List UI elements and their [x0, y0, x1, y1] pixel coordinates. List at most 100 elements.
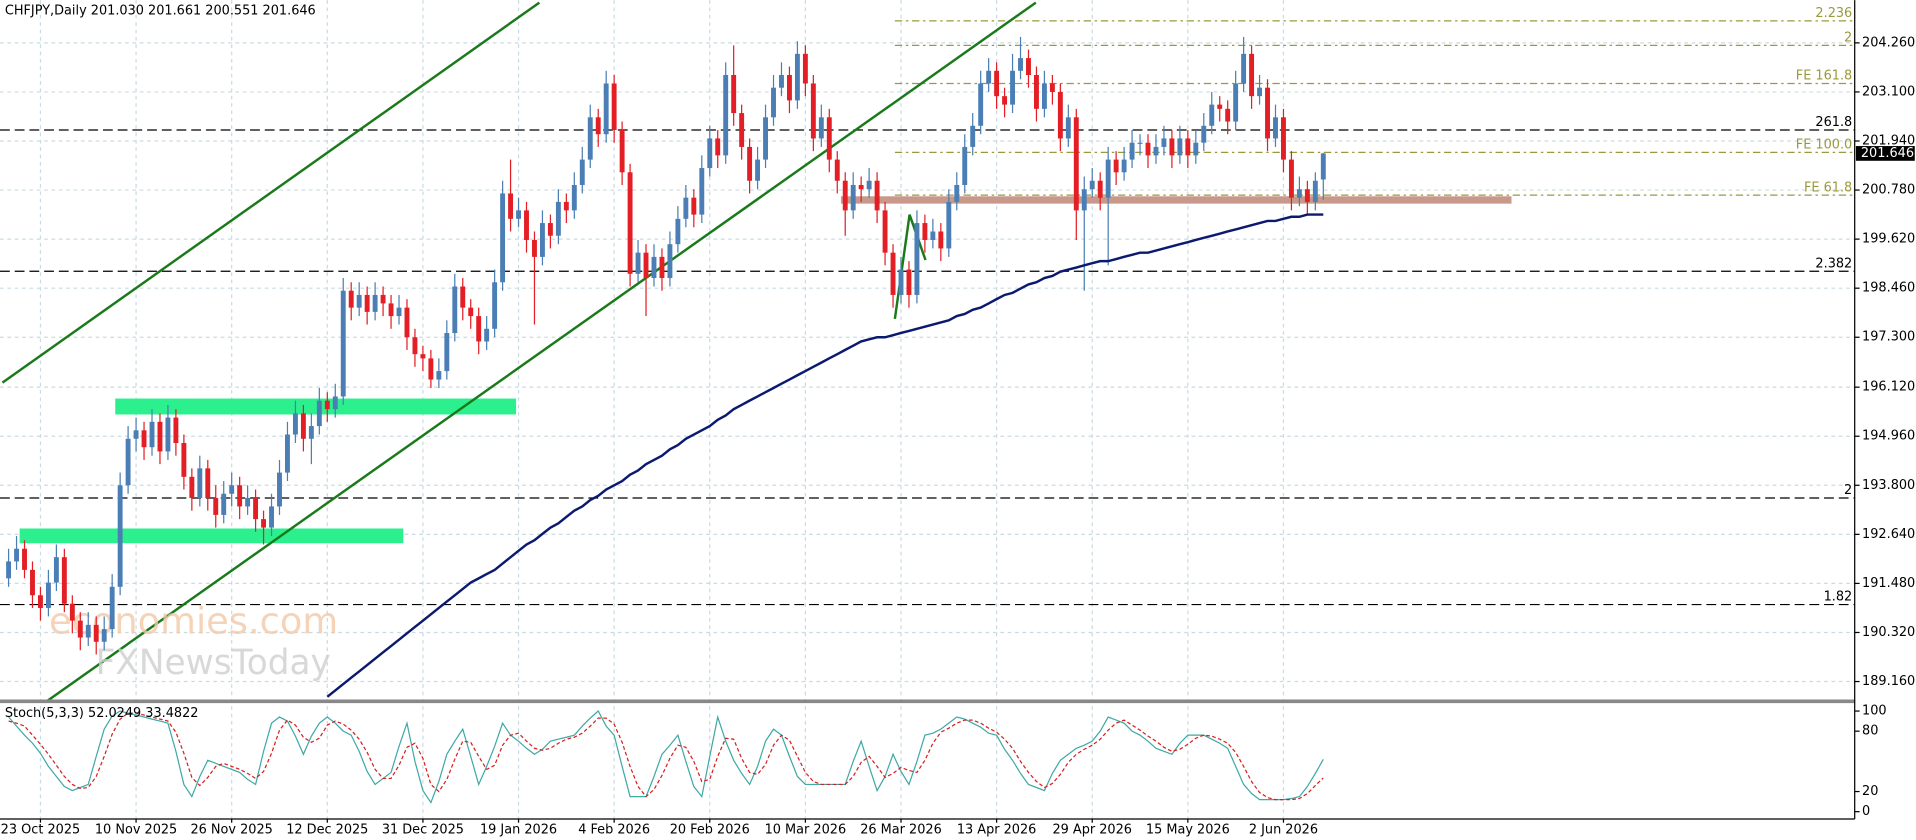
x-tick-label: 26 Mar 2026: [860, 823, 942, 838]
x-tick-label: 4 Feb 2026: [578, 823, 650, 838]
candle-body: [595, 117, 601, 135]
candle-body: [165, 417, 171, 452]
candle-body: [571, 184, 577, 211]
level-label: 2.236: [1815, 6, 1852, 21]
candle-body: [348, 290, 354, 308]
y-tick-label: 198.460: [1862, 281, 1915, 296]
candle-body: [986, 70, 992, 84]
y-tick-label: 196.120: [1862, 380, 1915, 395]
candle-body: [898, 269, 904, 295]
candle-body: [715, 138, 721, 156]
candle-body: [779, 75, 784, 88]
resistance-zone: [840, 196, 1512, 204]
candle-body: [1041, 83, 1047, 109]
candle-body: [332, 396, 338, 410]
candle-body: [1026, 58, 1031, 76]
candle-body: [77, 620, 83, 638]
support-zone: [19, 528, 404, 544]
candle-body: [1249, 53, 1255, 97]
candle-body: [141, 430, 147, 448]
candle-body: [1121, 159, 1127, 173]
candle-body: [954, 184, 960, 202]
candle-body: [818, 117, 824, 139]
x-tick-label: 20 Feb 2026: [670, 823, 750, 838]
candle-body: [452, 286, 458, 334]
candle-body: [699, 168, 705, 215]
candle-body: [468, 307, 474, 317]
candle-body: [723, 75, 729, 156]
candle-body: [755, 159, 761, 181]
candle-body: [6, 561, 12, 579]
candle-body: [93, 624, 99, 642]
level-label: 2.382: [1815, 256, 1852, 271]
candle-body: [683, 197, 689, 219]
candle-body: [539, 223, 545, 257]
candle-body: [882, 210, 888, 253]
y-tick-label: 80: [1862, 724, 1878, 739]
candle-body: [747, 146, 753, 181]
candle-body: [635, 252, 641, 274]
x-tick-label: 26 Nov 2025: [190, 823, 272, 838]
candle-body: [739, 113, 745, 147]
candle-body: [643, 252, 649, 279]
y-tick-label: 191.480: [1862, 576, 1915, 591]
stochastic-line: [8, 710, 1324, 804]
candle-body: [1153, 146, 1159, 156]
candle-body: [1145, 142, 1151, 156]
candle-body: [14, 548, 20, 562]
candle-body: [1177, 138, 1183, 156]
candle-body: [237, 485, 243, 507]
candle-body: [476, 316, 482, 342]
y-tick-label: 20: [1862, 784, 1878, 799]
candle-body: [826, 117, 832, 160]
moving-average: [326, 213, 1324, 698]
candle-body: [802, 53, 808, 84]
x-tick-label: 23 Oct 2025: [1, 823, 81, 838]
candle-body: [1241, 53, 1247, 84]
channel-line: [45, 1, 1037, 703]
candle-body: [372, 294, 378, 312]
candle-body: [731, 75, 737, 114]
plot: [6, 36, 1326, 804]
candle-body: [277, 472, 282, 507]
x-tick-label: 31 Dec 2025: [382, 823, 464, 838]
x-tick-label: 13 Apr 2026: [957, 823, 1037, 838]
candle-body: [428, 358, 434, 380]
candle-body: [1018, 58, 1023, 71]
candle-body: [69, 603, 75, 621]
candle-body: [269, 506, 274, 528]
y-tick-label: 100: [1862, 704, 1887, 719]
candle-body: [946, 201, 952, 249]
candle-body: [691, 197, 697, 215]
candle-body: [1010, 70, 1016, 105]
candle-body: [149, 421, 155, 448]
candle-body: [938, 231, 944, 249]
chart-title: CHFJPY,Daily 201.030 201.661 200.551 201…: [5, 4, 316, 19]
x-tick-label: 29 Apr 2026: [1052, 823, 1132, 838]
x-tick-label: 12 Dec 2025: [286, 823, 368, 838]
candle-body: [1073, 117, 1079, 211]
candle-body: [1065, 117, 1071, 139]
candle-body: [1137, 142, 1143, 144]
stochastic-line: [8, 712, 1324, 801]
candle-body: [675, 218, 681, 245]
candle-body: [1002, 96, 1008, 105]
candle-body: [285, 434, 290, 473]
level-label: FE 100.0: [1796, 138, 1852, 153]
candle-body: [619, 129, 625, 173]
candle-body: [810, 83, 816, 139]
y-tick-label: 197.300: [1862, 330, 1915, 345]
candle-body: [707, 138, 713, 169]
candle-body: [308, 426, 314, 439]
candle-body: [786, 75, 792, 101]
channel-line: [1, 1, 541, 384]
candle-body: [396, 307, 402, 317]
candle-body: [420, 354, 426, 359]
candle-body: [30, 569, 35, 596]
candle-body: [579, 159, 585, 185]
candle-body: [563, 201, 569, 211]
candle-body: [651, 256, 657, 279]
y-tick-label: 190.320: [1862, 625, 1915, 640]
x-tick-label: 15 May 2026: [1146, 823, 1230, 838]
